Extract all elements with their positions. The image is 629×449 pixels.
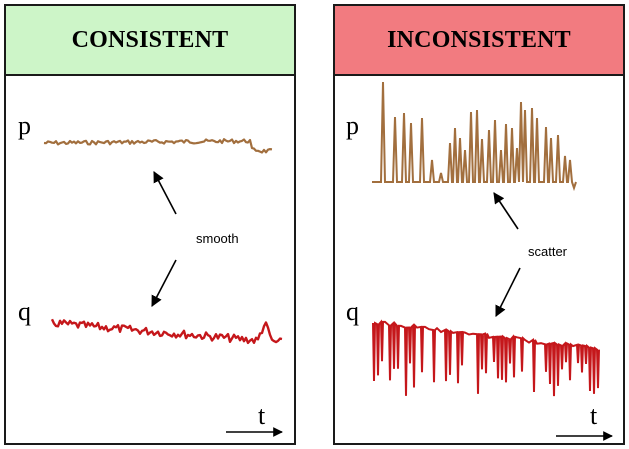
right-q-label: q xyxy=(346,297,359,326)
inconsistent-header: INCONSISTENT xyxy=(335,6,623,76)
smooth-annotation: smooth xyxy=(196,231,239,246)
left-q-label: q xyxy=(18,297,31,326)
consistent-panel: CONSISTENT xyxy=(4,4,296,445)
scatter-annotation: scatter xyxy=(528,244,568,259)
right-q-signal xyxy=(372,319,600,397)
left-p-label: p xyxy=(18,111,31,140)
left-time-label: t xyxy=(258,401,266,430)
scatter-arrow-up xyxy=(493,192,519,230)
right-p-signal xyxy=(372,81,577,192)
smooth-arrow-up xyxy=(153,171,177,215)
left-q-signal xyxy=(50,318,283,345)
left-p-signal xyxy=(43,138,273,154)
consistent-header: CONSISTENT xyxy=(6,6,294,76)
smooth-arrow-down xyxy=(151,259,177,307)
right-time-label: t xyxy=(590,401,598,430)
scatter-arrow-down xyxy=(495,267,521,318)
right-p-label: p xyxy=(346,111,359,140)
